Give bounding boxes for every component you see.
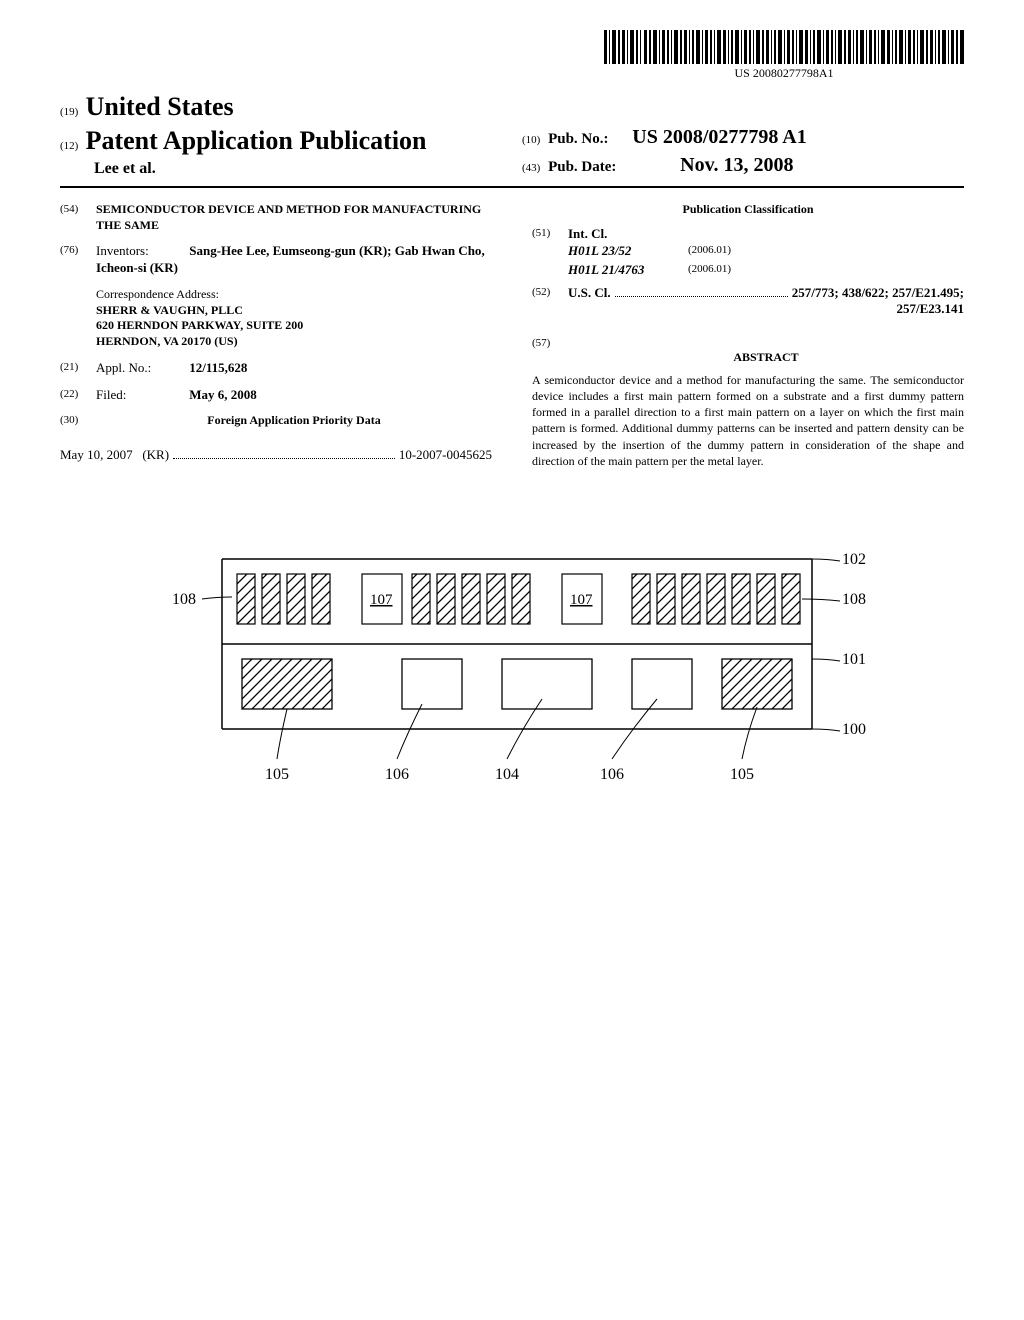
abstract-code: (57)	[532, 336, 568, 372]
foreign-title: Foreign Application Priority Data	[96, 413, 492, 429]
filed-code: (22)	[60, 387, 96, 404]
main-content: (54) SEMICONDUCTOR DEVICE AND METHOD FOR…	[60, 202, 964, 469]
svg-text:106: 106	[600, 766, 624, 783]
publication-title: Patent Application Publication	[86, 126, 427, 155]
foreign-date: May 10, 2007	[60, 447, 133, 462]
corr-name: SHERR & VAUGHN, PLLC	[96, 303, 492, 319]
figure: 108 107 107 102 108 101 100 105 106 104 …	[60, 509, 964, 809]
svg-text:102: 102	[842, 551, 866, 568]
barcode-text: US 20080277798A1	[604, 66, 964, 82]
uscl-label: U.S. Cl.	[568, 285, 611, 302]
appl-label: Appl. No.:	[96, 360, 186, 377]
svg-text:105: 105	[730, 766, 754, 783]
barcode: US 20080277798A1	[604, 30, 964, 82]
country-name: United States	[86, 92, 234, 121]
intcl-code: (51)	[532, 226, 568, 281]
left-column: (54) SEMICONDUCTOR DEVICE AND METHOD FOR…	[60, 202, 492, 469]
pub-code: (12)	[60, 140, 78, 152]
filed-label: Filed:	[96, 387, 186, 404]
svg-text:107: 107	[570, 592, 593, 608]
pub-no-label: Pub. No.:	[548, 131, 608, 147]
filed-value: May 6, 2008	[189, 387, 257, 402]
svg-text:108: 108	[842, 591, 866, 608]
intcl-label: Int. Cl.	[568, 226, 964, 243]
pub-class-title: Publication Classification	[532, 202, 964, 218]
inventors-code: (76)	[60, 243, 96, 277]
abstract-text: A semiconductor device and a method for …	[532, 372, 964, 469]
document-header: (19) United States (12) Patent Applicati…	[60, 90, 964, 188]
pub-date-value: Nov. 13, 2008	[680, 154, 793, 176]
pub-date-code: (43)	[522, 162, 540, 174]
invention-title: SEMICONDUCTOR DEVICE AND METHOD FOR MANU…	[96, 202, 492, 233]
corr-addr1: 620 HERNDON PARKWAY, SUITE 200	[96, 318, 492, 334]
barcode-section: US 20080277798A1	[60, 30, 964, 82]
pub-date-label: Pub. Date:	[548, 159, 616, 175]
uscl-value: 257/773; 438/622; 257/E21.495;257/E23.14…	[792, 285, 964, 319]
svg-text:108: 108	[172, 591, 196, 608]
intcl-item-year-1: (2006.01)	[688, 262, 731, 279]
authors: Lee et al.	[94, 159, 502, 180]
right-column: Publication Classification (51) Int. Cl.…	[532, 202, 964, 469]
pub-no-value: US 2008/0277798 A1	[632, 126, 806, 148]
abstract-title: ABSTRACT	[568, 350, 964, 366]
intcl-item-code-0: H01L 23/52	[568, 243, 688, 260]
appl-value: 12/115,628	[189, 360, 247, 375]
intcl-item-code-1: H01L 21/4763	[568, 262, 688, 279]
foreign-country: (KR)	[142, 447, 169, 462]
corr-label: Correspondence Address:	[96, 287, 492, 303]
correspondence-address: Correspondence Address: SHERR & VAUGHN, …	[96, 287, 492, 349]
svg-text:100: 100	[842, 721, 866, 738]
svg-text:106: 106	[385, 766, 409, 783]
appl-code: (21)	[60, 360, 96, 377]
svg-text:101: 101	[842, 651, 866, 668]
svg-text:105: 105	[265, 766, 289, 783]
title-code: (54)	[60, 202, 96, 233]
svg-text:104: 104	[495, 766, 519, 783]
pub-no-code: (10)	[522, 134, 540, 146]
foreign-num: 10-2007-0045625	[399, 447, 492, 464]
corr-addr2: HERNDON, VA 20170 (US)	[96, 334, 492, 350]
svg-text:107: 107	[370, 592, 393, 608]
country-code: (19)	[60, 106, 78, 118]
inventors-label: Inventors:	[96, 243, 186, 260]
uscl-code: (52)	[532, 285, 568, 323]
foreign-code: (30)	[60, 413, 96, 437]
intcl-item-year-0: (2006.01)	[688, 243, 731, 260]
